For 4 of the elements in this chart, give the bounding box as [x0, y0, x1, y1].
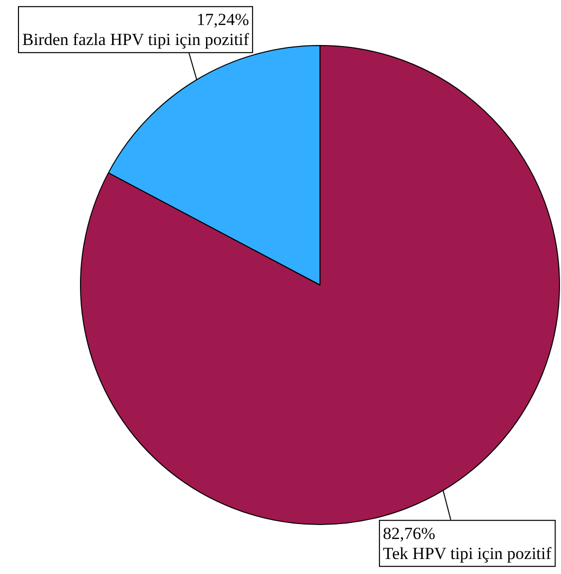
slice-label: Birden fazla HPV tipi için pozitif [22, 30, 250, 50]
data-label: 17,24% [196, 10, 250, 30]
data-label: 82,76% [382, 524, 436, 543]
slice-label: Tek HPV tipi için pozitif [382, 544, 552, 563]
